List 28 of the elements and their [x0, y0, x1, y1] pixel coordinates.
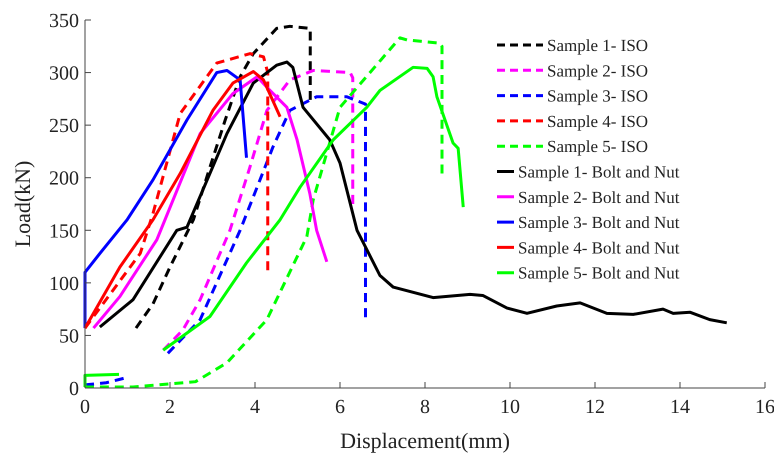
legend-label: Sample 4- ISO [547, 112, 648, 131]
legend-label: Sample 2- Bolt and Nut [518, 188, 680, 207]
y-axis-title: Load(kN) [10, 160, 35, 248]
legend-label: Sample 5- ISO [547, 137, 648, 156]
legend-label: Sample 3- ISO [547, 86, 648, 106]
y-tick-label: 150 [49, 220, 79, 242]
x-tick-label: 8 [420, 396, 430, 418]
y-tick-label: 100 [49, 272, 79, 295]
y-tick-label: 250 [49, 115, 79, 138]
x-tick-label: 2 [165, 396, 175, 418]
x-tick-label: 4 [250, 396, 260, 418]
legend-label: Sample 1- Bolt and Nut [518, 162, 680, 182]
legend-label: Sample 4- Bolt and Nut [518, 238, 680, 258]
legend-label: Sample 1- ISO [547, 36, 648, 55]
x-tick-label: 10 [500, 396, 520, 418]
x-tick-label: 12 [585, 396, 605, 418]
y-tick-label: 200 [49, 168, 79, 190]
line-series [84, 68, 248, 330]
y-tick-label: 0 [69, 378, 79, 400]
x-axis-title: Displacement(mm) [340, 428, 510, 453]
y-tick-label: 50 [59, 325, 79, 348]
y-tick-label: 300 [49, 62, 79, 85]
x-tick-label: 14 [670, 396, 690, 418]
x-tick-label: 6 [335, 396, 345, 418]
legend-label: Sample 2- ISO [547, 61, 648, 80]
legend-label: Sample 3- Bolt and Nut [518, 213, 680, 232]
legend-label: Sample 5- Bolt and Nut [518, 264, 680, 283]
y-tick-label: 350 [49, 10, 79, 32]
